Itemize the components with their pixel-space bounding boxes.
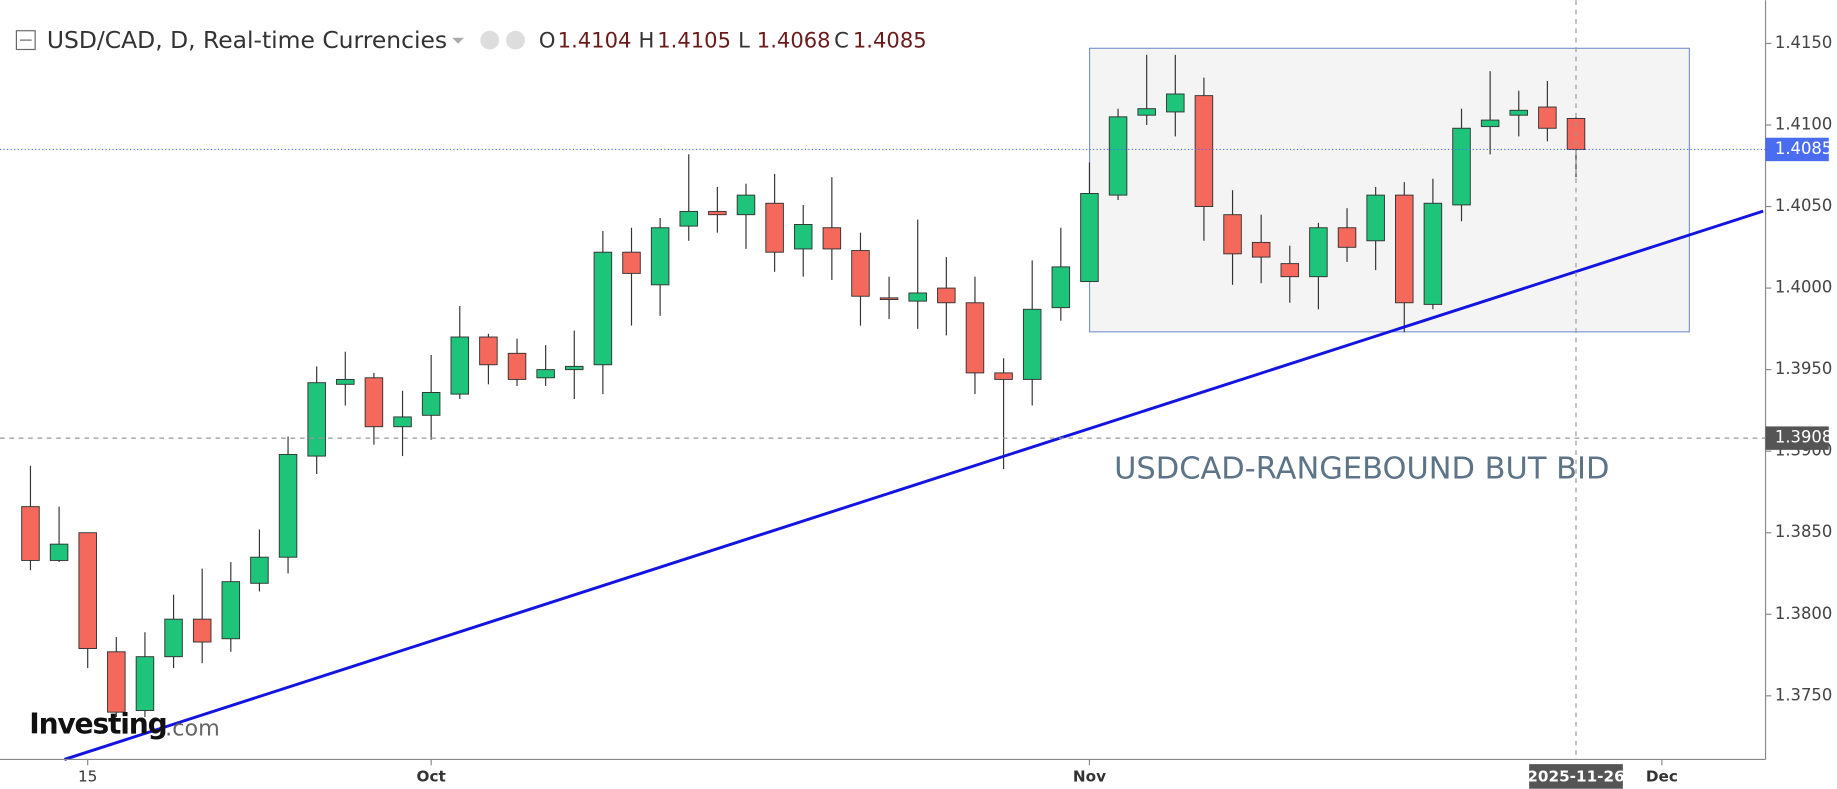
candle-body [1051, 266, 1071, 309]
crosshair-x-label: 2025-11-26 [1527, 768, 1624, 786]
candle-body [1080, 193, 1099, 283]
candle-body [851, 250, 870, 297]
y-tick-label: 1.4150 [1775, 33, 1832, 52]
crosshair-y-label: 1.3908 [1775, 428, 1832, 447]
annotation: USDCAD-RANGEBOUND BUT BID [1114, 452, 1609, 487]
candle-body [650, 227, 670, 286]
x-tick-label: Oct [417, 768, 446, 786]
candle-body [622, 251, 641, 274]
ohlc-letter: H [638, 27, 654, 52]
candle-body [164, 618, 183, 658]
candle-body [1480, 119, 1500, 128]
x-tick-label: Dec [1646, 768, 1678, 786]
candle-body [135, 656, 155, 711]
candle-body [307, 382, 326, 457]
candle-body [1280, 263, 1300, 278]
candle-body [565, 365, 584, 371]
candle-body [593, 251, 613, 366]
candle-body [250, 556, 269, 584]
candle-body [450, 336, 470, 395]
candle-body [1366, 194, 1385, 242]
candle-body [1108, 116, 1128, 196]
candle-body [822, 227, 842, 250]
visibility-icon[interactable] [480, 30, 500, 50]
candle-body [1309, 227, 1328, 278]
candle-body [192, 618, 212, 643]
collapse-icon[interactable] [15, 30, 36, 51]
ohlc-value: 1.4085 [853, 27, 927, 52]
ohlc-letter: L [738, 27, 750, 52]
x-tick-label: Nov [1073, 768, 1106, 786]
candle-body [1538, 106, 1557, 129]
candle-body [1223, 214, 1242, 255]
candles [21, 54, 1586, 718]
candle-body [736, 194, 756, 216]
ohlc-value: 1.4104 [558, 27, 632, 52]
candle-body [364, 377, 384, 428]
candle-body [1509, 109, 1529, 116]
candle-body [78, 532, 97, 650]
candle-body [421, 391, 441, 416]
candle-body [107, 651, 126, 713]
candle-body [507, 352, 527, 380]
ohlc-value: 1.4068 [757, 27, 831, 52]
candle-body [336, 378, 355, 385]
last-price-label: 1.4085 [1775, 139, 1832, 158]
candle-body [1452, 127, 1471, 206]
candle-body [1395, 194, 1414, 304]
y-tick-label: 1.4100 [1775, 114, 1832, 133]
range-box [1088, 47, 1690, 333]
y-tick-label: 1.3750 [1775, 685, 1832, 704]
candle-body [908, 292, 927, 302]
candle-body [994, 372, 1013, 380]
ohlc-value: 1.4105 [657, 27, 731, 52]
ohlc-letter: C [834, 27, 849, 52]
y-tick-label: 1.3850 [1775, 522, 1832, 541]
candle-body [879, 297, 899, 300]
candle-body [937, 287, 956, 304]
logo-suffix: .com [165, 715, 220, 741]
crosshair-y-box [1765, 426, 1829, 450]
candle-body [965, 302, 985, 374]
candle-body [221, 581, 241, 640]
x-tick-label: 15 [78, 768, 97, 786]
ohlc-letter: O [539, 27, 556, 52]
candle-body [1423, 202, 1443, 305]
y-tick-label: 1.3800 [1775, 604, 1832, 623]
dropdown-arrow[interactable] [452, 37, 464, 44]
candle-body [278, 453, 298, 558]
crosshair-x-box [1529, 764, 1623, 789]
candle-body [793, 224, 813, 250]
candle-body [479, 336, 498, 366]
candle-body [393, 416, 412, 428]
candle-body [1251, 241, 1271, 258]
candle-body [765, 202, 784, 253]
last-price-box [1765, 137, 1829, 162]
y-tick-label: 1.4000 [1775, 278, 1832, 297]
y-tick-label: 1.3950 [1775, 359, 1832, 378]
candle-body [49, 543, 69, 561]
candle-body [1166, 93, 1185, 113]
candle-body [679, 210, 699, 227]
candle-body [1194, 95, 1214, 208]
candle-body [536, 369, 555, 379]
y-tick-label: 1.4050 [1775, 196, 1832, 215]
chart-title: USD/CAD, D, Real-time Currencies [47, 26, 447, 54]
logo-name: Investing [29, 707, 166, 740]
candle-body [21, 506, 40, 561]
candle-body [1022, 308, 1042, 380]
settings-icon[interactable] [506, 30, 525, 50]
candle-body [1137, 108, 1156, 116]
candle-body [708, 210, 727, 216]
trendline [63, 209, 1764, 761]
candle-body [1337, 227, 1357, 248]
